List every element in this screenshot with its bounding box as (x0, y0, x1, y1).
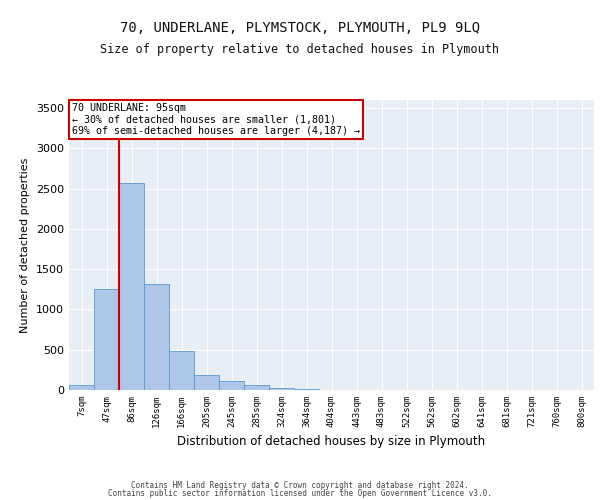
Bar (219, 381, 244, 390)
Bar (94, 290, 119, 390)
Bar (294, 389, 319, 390)
Text: 70, UNDERLANE, PLYMSTOCK, PLYMOUTH, PL9 9LQ: 70, UNDERLANE, PLYMSTOCK, PLYMOUTH, PL9 … (120, 22, 480, 36)
X-axis label: Distribution of detached houses by size in Plymouth: Distribution of detached houses by size … (178, 436, 485, 448)
Text: Contains public sector information licensed under the Open Government Licence v3: Contains public sector information licen… (108, 489, 492, 498)
Bar (194, 375, 219, 390)
Bar (169, 350, 194, 390)
Bar (244, 385, 269, 390)
Bar (269, 388, 294, 390)
Bar (69, 385, 94, 390)
Text: Size of property relative to detached houses in Plymouth: Size of property relative to detached ho… (101, 42, 499, 56)
Bar (144, 284, 169, 390)
Text: 70 UNDERLANE: 95sqm
← 30% of detached houses are smaller (1,801)
69% of semi-det: 70 UNDERLANE: 95sqm ← 30% of detached ho… (71, 103, 359, 136)
Bar (119, 183, 144, 390)
Text: Contains HM Land Registry data © Crown copyright and database right 2024.: Contains HM Land Registry data © Crown c… (131, 480, 469, 490)
Y-axis label: Number of detached properties: Number of detached properties (20, 158, 31, 332)
